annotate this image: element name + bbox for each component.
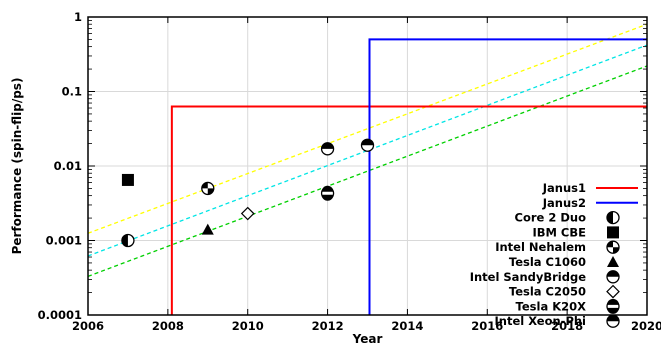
tick-labels: 2006 2008 2010 2012 2014 2016 2018 2020 0.0001 0.… [38, 10, 661, 333]
trend-line [87, 65, 648, 277]
point-core-2-duo [121, 233, 135, 248]
y-tick-label: 1 [74, 10, 82, 24]
legend-label-tesla-c1060: Tesla C1060 [509, 255, 586, 269]
legend-marker-tesla-c1060 [607, 256, 619, 267]
legend-label-janus1: Janus1 [542, 181, 586, 195]
marker-fill [321, 185, 334, 192]
y-axis-title: Performance (spin-flip/ps) [10, 78, 24, 255]
marker-square [607, 226, 619, 239]
x-tick-label: 2010 [232, 319, 264, 333]
x-tick-label: 2012 [312, 319, 344, 333]
legend-marker-intel-xeon-phi [606, 314, 620, 328]
x-tick-label: 2008 [152, 319, 184, 333]
step-lines [170, 38, 647, 315]
x-axis-title: Year [352, 332, 383, 346]
marker-fill [201, 182, 208, 189]
axis-ticks [87, 16, 648, 316]
data-points [121, 138, 375, 248]
marker-square [121, 173, 134, 186]
legend-label-core-2-duo: Core 2 Duo [515, 211, 587, 225]
legend-label-intel-sandybridge: Intel SandyBridge [470, 270, 587, 284]
trend-line [87, 23, 648, 234]
marker-fill [607, 270, 619, 277]
x-tick-label: 2006 [72, 319, 104, 333]
marker-fill [613, 247, 619, 254]
marker-fill [207, 188, 214, 195]
marker-triangle [201, 223, 214, 235]
legend-marker-tesla-c2050 [606, 284, 620, 299]
point-tesla-c1060 [201, 223, 214, 235]
marker-fill [321, 194, 334, 201]
legend-marker-tesla-k20x [606, 298, 620, 314]
marker-diamond [240, 206, 255, 221]
legend-label-intel-xeon-phi: Intel Xeon-Phi [495, 314, 586, 328]
marker-fill [607, 307, 619, 314]
marker-fill [607, 298, 619, 305]
point-intel-sandybridge [320, 142, 335, 156]
x-tick-label: 2014 [391, 319, 423, 333]
marker-fill [607, 241, 613, 248]
legend-label-tesla-k20x: Tesla K20X [516, 299, 587, 313]
marker-diamond [606, 284, 620, 299]
y-tick-label: 0.001 [46, 234, 82, 248]
marker-fill [607, 211, 613, 224]
y-tick-label: 0.0001 [38, 308, 82, 322]
legend-label-ibm-cbe: IBM CBE [532, 225, 586, 239]
step-line-janus2 [368, 38, 647, 315]
marker-triangle [607, 256, 619, 267]
legend-marker-intel-sandybridge [606, 270, 620, 284]
marker-fill [321, 142, 334, 149]
x-tick-label: 2016 [471, 319, 503, 333]
step-line-janus1 [170, 105, 647, 315]
trend-lines [87, 23, 648, 277]
legend-label-intel-nehalem: Intel Nehalem [495, 240, 586, 254]
y-tick-label: 0.1 [62, 85, 82, 99]
point-intel-xeon-phi [360, 138, 375, 152]
point-tesla-c2050 [240, 206, 255, 221]
point-intel-nehalem [201, 181, 215, 196]
legend-marker-core-2-duo [606, 210, 620, 225]
y-tick-label: 0.01 [54, 159, 82, 173]
point-tesla-k20x [320, 185, 335, 201]
legend-marker-ibm-cbe [607, 226, 619, 239]
x-tick-label: 2018 [551, 319, 583, 333]
legend-label-tesla-c2050: Tesla C2050 [509, 285, 586, 299]
x-tick-label: 2020 [631, 319, 661, 333]
marker-fill [361, 139, 374, 146]
marker-fill [607, 315, 619, 322]
marker-fill [121, 234, 128, 247]
legend-label-janus2: Janus2 [542, 196, 586, 210]
legend-marker-intel-nehalem [606, 240, 620, 254]
point-ibm-cbe [121, 173, 134, 186]
trend-line [87, 44, 648, 257]
